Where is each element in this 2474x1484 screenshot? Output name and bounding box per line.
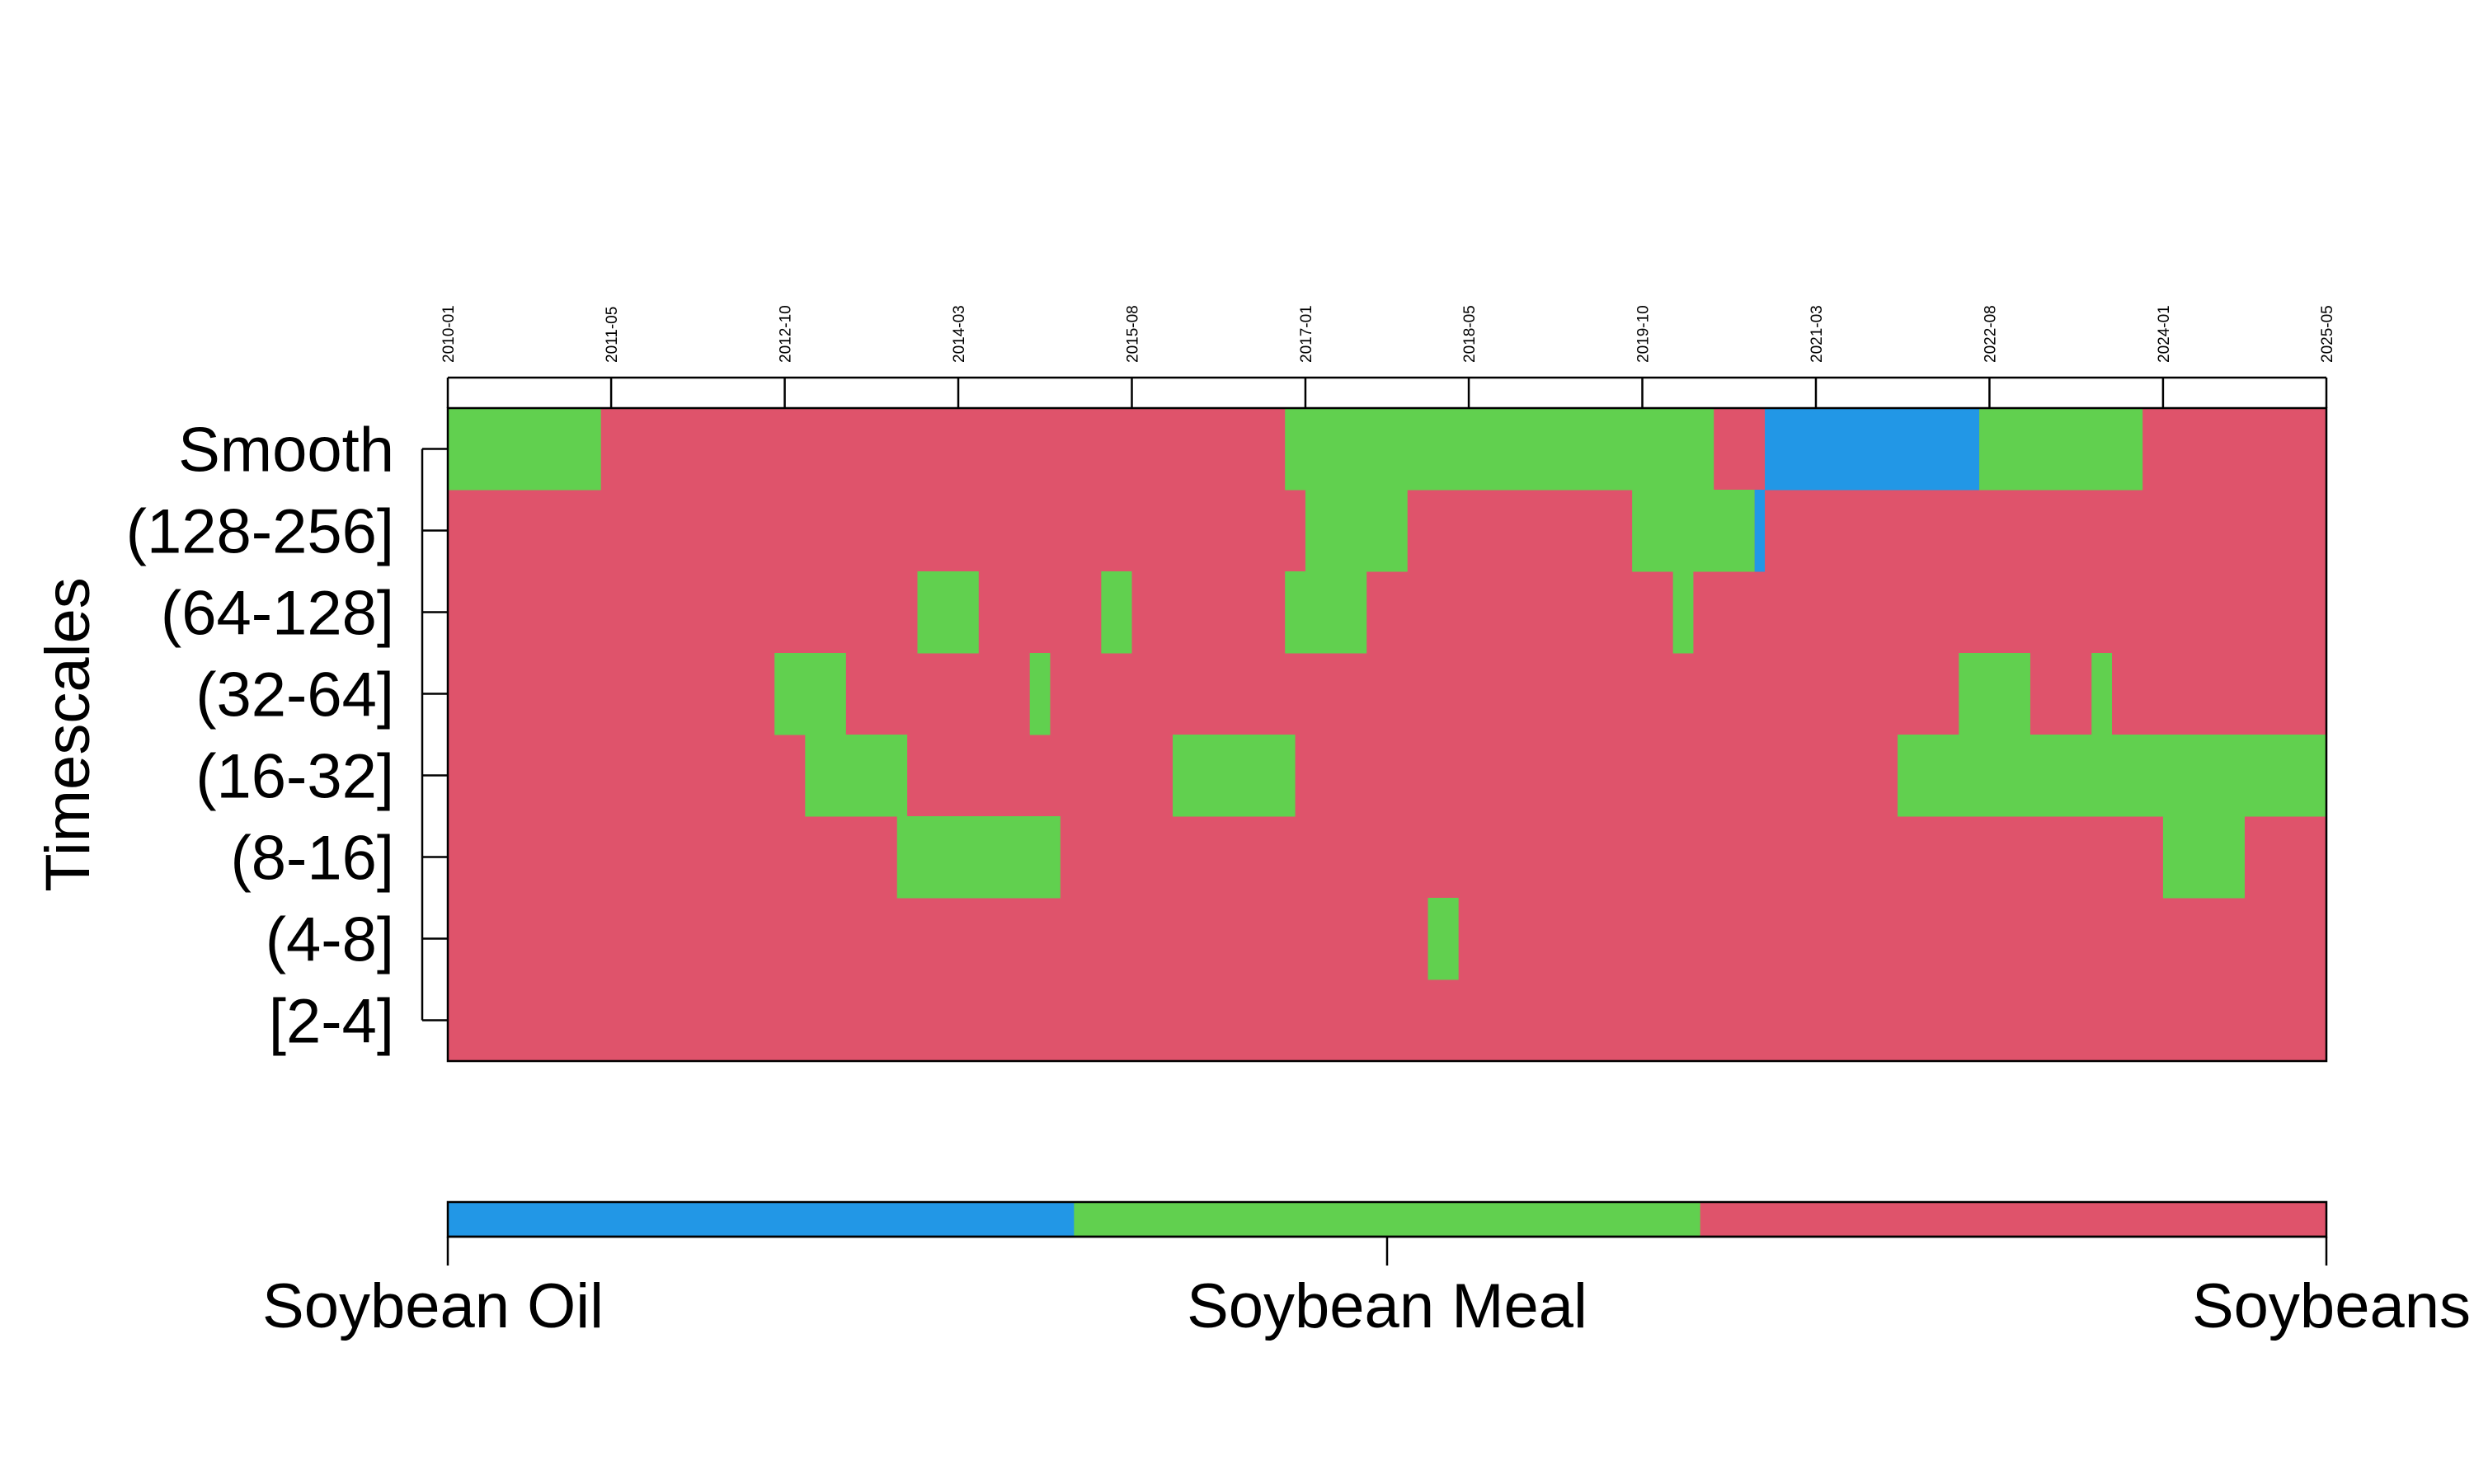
y-tick-label-32-64: (32-64] [195, 660, 394, 730]
legend-swatch-soybeans [1700, 1202, 2327, 1237]
y-tick-label-128-256: (128-256] [126, 497, 394, 567]
y-tick-label-4-8: (4-8] [266, 905, 394, 975]
y-axis: Smooth (128-256] (64-128] (32-64] (16-32] (8-… [126, 416, 448, 1057]
heatmap-cell [1101, 571, 1132, 654]
plot-frame [446, 406, 2328, 1063]
x-axis: 2010-01 2011-05 2012-10 2014-03 2015-08 2017-… [440, 305, 2336, 408]
heatmap-cell [1285, 408, 1714, 491]
legend-label-soybeans: Soybeans [2192, 1271, 2471, 1341]
legend-swatch-soybean-oil [448, 1202, 1075, 1237]
x-tick-label: 2017-01 [1298, 305, 1315, 363]
heatmap-cell [896, 816, 1061, 899]
y-tick-label-smooth: Smooth [178, 416, 394, 486]
legend-label-soybean-oil: Soybean Oil [262, 1271, 604, 1341]
heatmap-cell [774, 653, 846, 735]
heatmap-cell [1959, 653, 2030, 735]
legend-label-soybean-meal: Soybean Meal [1187, 1271, 1587, 1341]
heatmap-cell [448, 408, 601, 491]
x-tick-label: 2025-05 [2319, 305, 2336, 363]
y-tick-label-2-4: [2-4] [269, 987, 394, 1057]
heatmap-cell [1305, 490, 1408, 572]
heatmap-cell [2091, 653, 2113, 735]
y-axis-title: Timescales [33, 577, 103, 891]
x-tick-label: 2015-08 [1124, 305, 1141, 363]
x-tick-label: 2021-03 [1808, 305, 1826, 363]
legend-swatch-soybean-meal [1074, 1202, 1701, 1237]
heatmap-cell [1632, 490, 1755, 572]
x-tick-label: 2024-01 [2156, 305, 2173, 363]
heatmap-cell [1173, 735, 1296, 817]
color-legend: Soybean Oil Soybean Meal Soybeans [262, 1200, 2471, 1341]
heatmap-cell [1285, 571, 1367, 654]
heatmap-cell [1898, 735, 2326, 817]
heatmap-cell [1672, 571, 1694, 654]
y-tick-label-16-32: (16-32] [195, 742, 394, 812]
heatmap-cell [1765, 408, 1980, 491]
x-tick-label: 2022-08 [1982, 305, 1999, 363]
heatmap-cell [1029, 653, 1051, 735]
y-tick-label-64-128: (64-128] [161, 579, 394, 649]
x-tick-label: 2012-10 [778, 305, 795, 363]
x-tick-label: 2019-10 [1635, 305, 1653, 363]
x-tick-label: 2018-05 [1461, 305, 1479, 363]
x-tick-label: 2011-05 [604, 307, 621, 363]
x-tick-label: 2014-03 [951, 305, 968, 363]
heatmap-cell [1754, 490, 1766, 572]
heatmap-cell [917, 571, 979, 654]
y-tick-label-8-16: (8-16] [230, 824, 394, 894]
heatmap-cell [1979, 408, 2143, 491]
x-tick-label: 2010-01 [440, 305, 458, 363]
heatmap-cell [1427, 898, 1459, 980]
heatmap-cell [805, 735, 908, 817]
heatmap-cell [2162, 816, 2245, 899]
heatmap-cells [448, 408, 2326, 1061]
